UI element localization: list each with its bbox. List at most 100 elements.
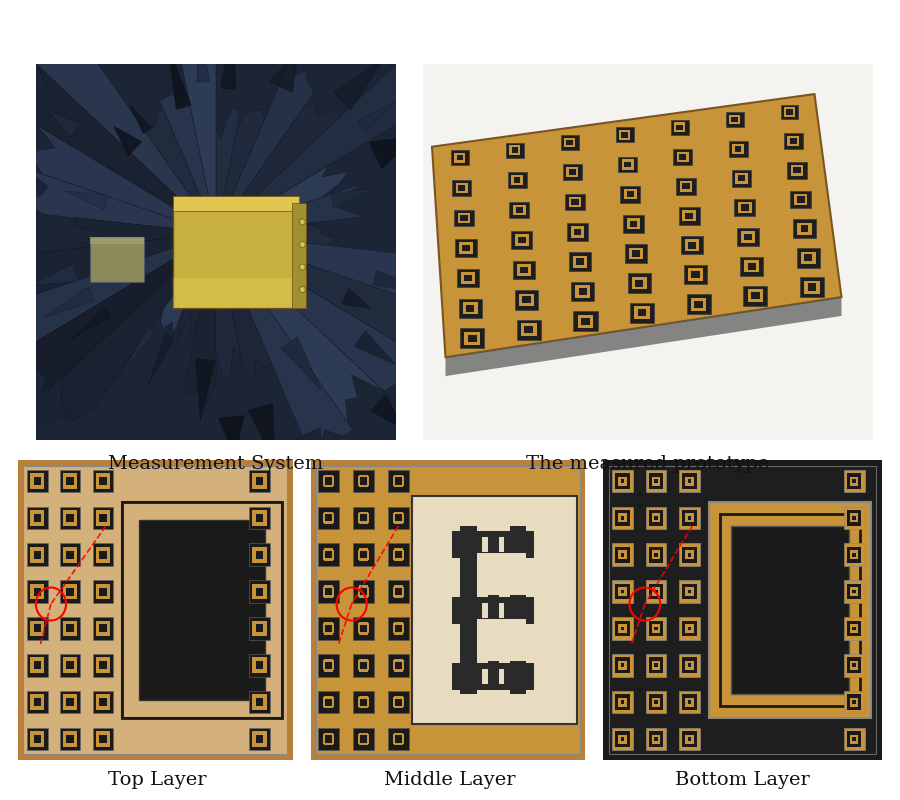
Bar [331,623,334,630]
Bar [359,522,364,524]
Bar [359,595,364,598]
Bar [513,261,536,279]
Polygon shape [216,104,342,234]
Bar [256,698,264,706]
Bar [331,660,334,666]
Bar [850,477,859,486]
Bar [392,517,395,523]
Bar [96,547,111,562]
Bar [327,742,333,746]
Bar [63,621,77,636]
Polygon shape [216,234,456,357]
Bar [318,654,338,677]
Bar [327,595,333,598]
Bar [843,691,865,714]
Polygon shape [334,56,385,110]
Bar [324,742,329,746]
Bar [353,543,374,566]
Bar [252,510,266,526]
Bar [60,691,80,714]
Bar [794,167,801,174]
Bar [322,738,325,744]
Bar [249,506,270,529]
Bar [394,733,400,735]
Bar [397,586,403,588]
Bar [685,587,694,596]
Bar [645,617,667,640]
Bar [807,283,816,290]
Bar [99,662,107,670]
Bar [509,526,526,694]
Bar [652,624,661,633]
Bar [621,516,625,520]
Bar [688,700,691,704]
Bar [652,550,661,559]
Bar [463,245,470,251]
Bar [652,698,661,706]
Polygon shape [48,110,80,137]
Bar [514,178,520,183]
Bar [401,586,404,593]
Bar [362,522,368,524]
Bar [574,229,581,235]
Bar [573,256,588,267]
Polygon shape [16,234,216,398]
Bar [318,470,338,492]
Bar [324,659,329,662]
Bar [843,728,865,750]
Bar [461,272,475,284]
Bar [850,624,859,633]
Bar [509,146,520,155]
Bar [572,282,594,301]
Bar [67,587,74,596]
Bar [392,660,395,666]
Bar [787,162,807,178]
Bar [518,264,531,276]
Bar [688,738,691,741]
Bar [682,183,689,190]
Bar [388,654,409,677]
Bar [649,510,663,526]
Bar [679,691,700,714]
Bar [464,275,472,282]
Bar [852,479,856,482]
Bar [252,621,266,636]
Bar [249,543,270,566]
Bar [401,664,404,670]
Bar [27,691,48,714]
Bar [569,253,591,271]
Polygon shape [32,125,216,234]
Polygon shape [0,234,216,355]
Bar [318,617,338,640]
Polygon shape [369,135,417,170]
Polygon shape [373,270,436,294]
Bar [401,623,404,630]
Bar [353,506,374,529]
Bar [679,543,700,566]
Bar [397,474,403,478]
Bar [327,733,333,735]
Bar [625,162,631,167]
Bar [359,511,364,514]
Bar [457,213,471,223]
Bar [685,661,694,670]
Bar [99,587,107,596]
Bar [327,558,333,561]
Bar [567,223,588,241]
Polygon shape [216,234,383,423]
Bar [366,476,369,482]
Bar [96,731,111,747]
Bar [362,595,368,598]
Bar [847,584,861,599]
Bar [649,621,663,636]
Bar [33,624,40,633]
Bar [616,510,630,526]
Bar [359,474,364,478]
Bar [632,277,646,290]
Polygon shape [140,110,216,234]
Bar [96,621,111,636]
Bar [566,140,573,145]
Bar [397,742,403,746]
Bar [397,659,403,662]
Bar [673,149,692,165]
